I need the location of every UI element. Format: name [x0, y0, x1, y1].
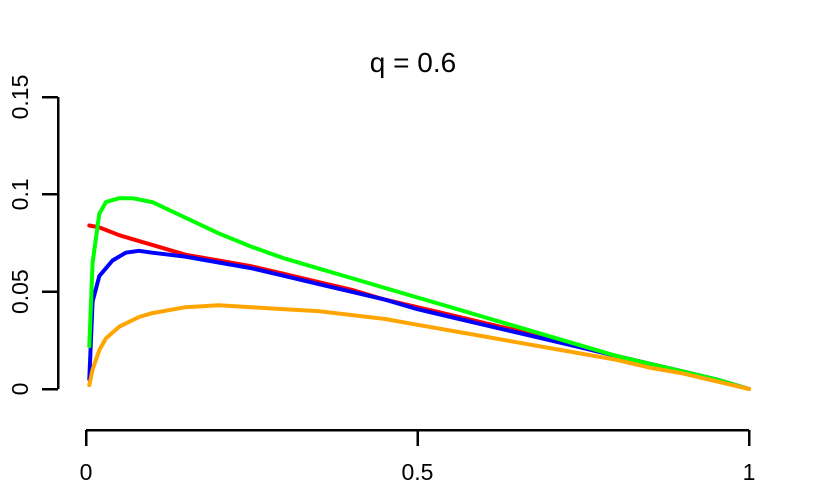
y-tick-label: 0.15	[7, 75, 33, 120]
x-tick-label: 0	[80, 459, 93, 485]
plot-series	[87, 196, 751, 391]
y-tick-label: 0.1	[7, 178, 33, 210]
x-tick-label: 0.5	[402, 459, 434, 485]
series-line-4	[87, 303, 751, 391]
series-line-3	[87, 196, 751, 391]
chart-title: q = 0.6	[370, 47, 456, 78]
y-tick-label: 0	[7, 383, 33, 396]
x-axis: 0 0.5 1	[80, 428, 756, 485]
x-tick-label: 1	[743, 459, 756, 485]
y-tick-label: 0.05	[7, 269, 33, 314]
y-axis: 0 0.05 0.1 0.15	[7, 75, 60, 396]
